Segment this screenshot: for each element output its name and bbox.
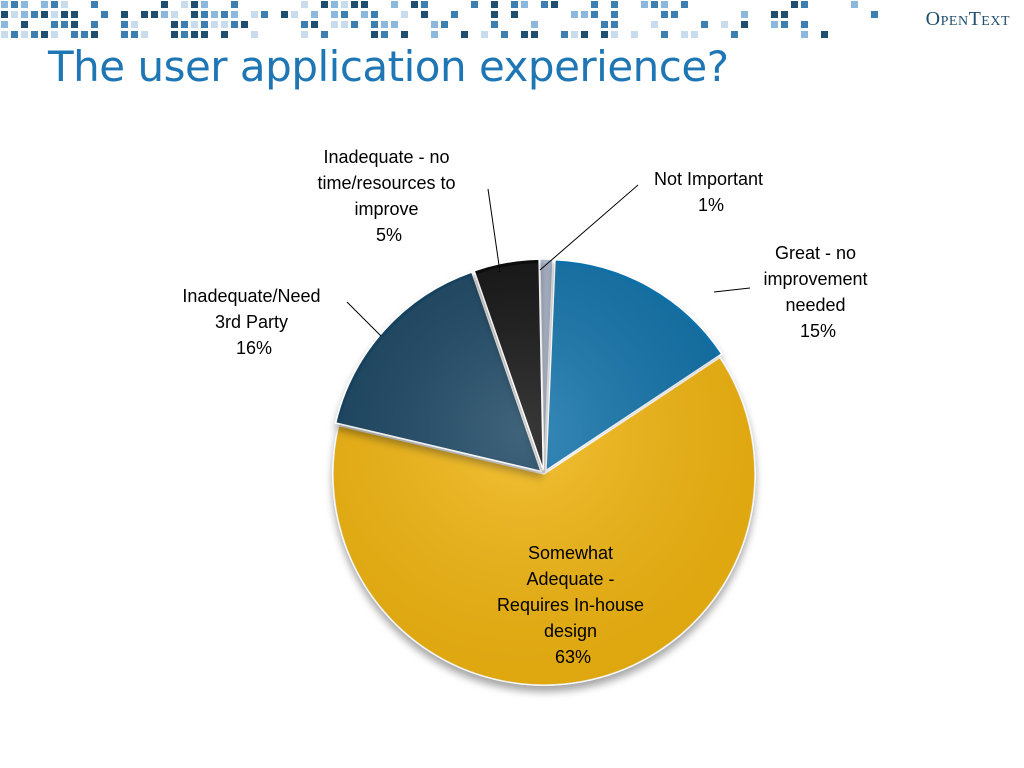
label-great: Great - no improvement needed 15%: [763, 243, 872, 341]
label-not-important: Not Important 1%: [654, 169, 768, 215]
label-no-time-resources: Inadequate - no time/resources to improv…: [317, 147, 460, 245]
label-need-3rd-party: Inadequate/Need 3rd Party 16%: [182, 286, 325, 358]
header-mosaic-pattern: [1, 1, 878, 38]
label-somewhat-adequate: Somewhat Adequate - Requires In-house de…: [497, 543, 649, 667]
opentext-logo: OpenText: [925, 8, 1010, 30]
slide-title: The user application experience?: [48, 42, 729, 91]
